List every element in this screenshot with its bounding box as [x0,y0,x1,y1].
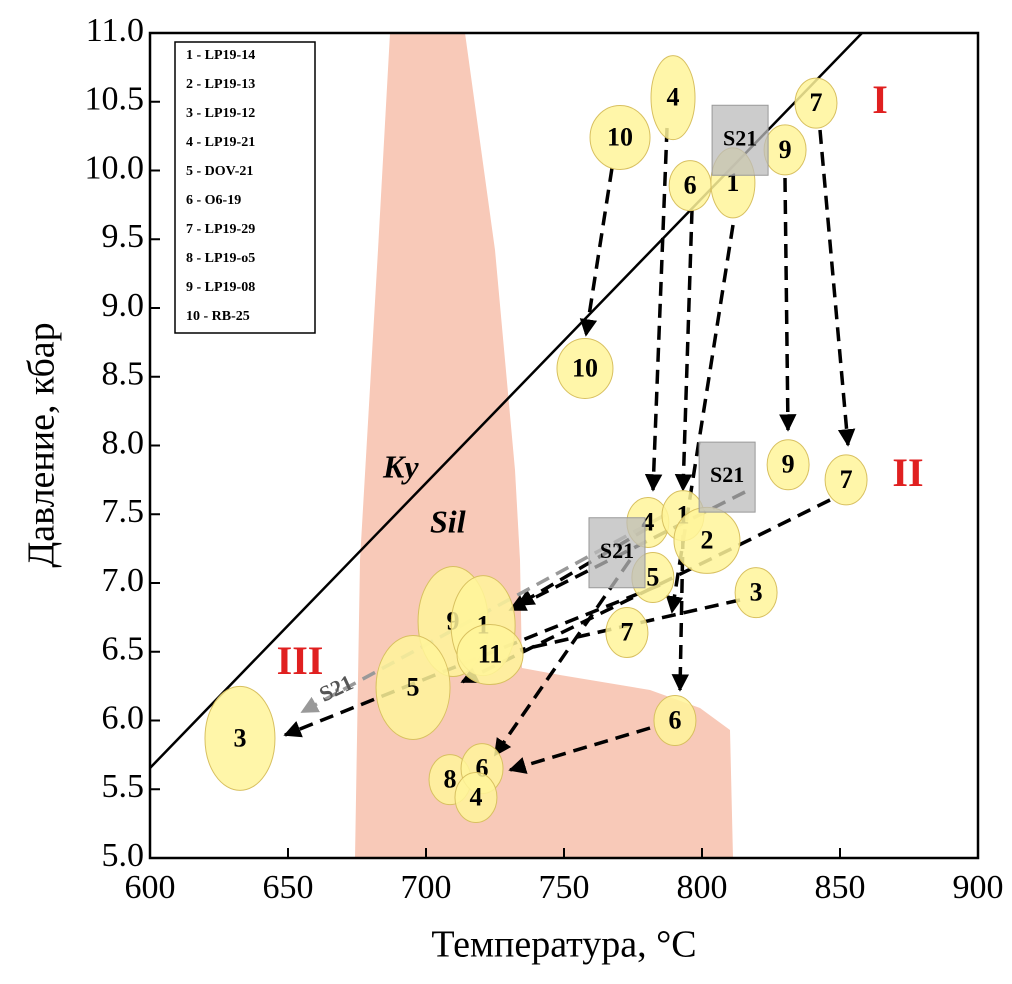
y-tick-label: 8.5 [102,356,145,393]
point-label: 10 [607,122,633,151]
point [556,338,614,399]
point [204,685,276,791]
y-tick-label: 6.0 [102,699,145,736]
s21-marker [698,441,756,513]
point-label: 8 [444,765,457,794]
point-label: 9 [779,135,792,164]
point-label: 6 [668,705,681,734]
x-axis-label: Температура, °C [431,924,696,966]
stage-label: III [277,638,324,683]
point-label: 9 [782,450,795,479]
x-tick-label: 600 [125,869,176,906]
legend-entry: 9 - LP19-08 [186,280,255,295]
s21-marker [335,688,340,693]
y-tick-label: 10.0 [85,149,145,186]
legend-entry: 8 - LP19-o5 [186,251,255,266]
s21-label: S21 [600,538,634,563]
legend-entry: 2 - LP19-13 [186,77,255,92]
legend-entry: 1 - LP19-14 [186,48,255,63]
x-tick-label: 800 [677,869,728,906]
point [734,567,778,619]
point [824,454,868,506]
point [456,624,524,685]
point-label: 10 [572,353,598,382]
legend-entry: 7 - LP19-29 [186,222,255,237]
point-label: 7 [809,88,822,117]
y-tick-label: 7.0 [102,562,145,599]
x-tick-label: 700 [401,869,452,906]
x-tick-label: 900 [953,869,1004,906]
y-tick-label: 9.5 [102,218,145,255]
legend-entry: 6 - O6-19 [186,193,241,208]
s21-marker [588,517,646,589]
point [653,695,697,746]
point-label: 11 [478,639,503,668]
y-tick-label: 11.0 [86,12,144,49]
phase-label: Ky [382,448,419,484]
point-label: 7 [840,465,853,494]
point [794,77,838,129]
point [589,105,651,170]
point-label: 4 [469,782,482,811]
point-label: 4 [667,83,680,112]
y-tick-label: 5.0 [102,837,145,874]
legend-entry: 4 - LP19-21 [186,135,255,150]
point [454,772,498,823]
s21-label: S21 [723,125,757,150]
point-label: 2 [700,525,713,554]
y-tick-label: 9.0 [102,287,145,324]
point-label: 7 [620,617,633,646]
x-tick-label: 750 [539,869,590,906]
point-label: 3 [750,578,763,607]
legend-entry: 5 - DOV-21 [186,164,253,179]
point [605,607,649,658]
y-axis-label: Давление, кбар [21,322,63,567]
phase-label: Sil [430,503,466,539]
y-tick-label: 8.0 [102,424,145,461]
x-tick-label: 650 [263,869,314,906]
legend-entry: 3 - LP19-12 [186,106,255,121]
y-tick-label: 6.5 [102,631,145,668]
point [650,55,696,141]
legend-entry: 10 - RB-25 [186,309,250,324]
s21-label: S21 [710,462,744,487]
x-tick-label: 850 [815,869,866,906]
point-label: 3 [233,723,246,752]
stage-label: I [872,77,888,122]
point-label: 5 [646,562,659,591]
point-label: 5 [407,672,420,701]
point [766,439,810,491]
y-tick-label: 7.5 [102,493,145,530]
stage-label: II [892,450,923,495]
y-tick-label: 10.5 [85,81,145,118]
point [375,635,451,740]
point-label: 6 [684,171,697,200]
legend-box [174,41,316,334]
s21-marker [711,104,769,176]
y-tick-label: 5.5 [102,768,145,805]
